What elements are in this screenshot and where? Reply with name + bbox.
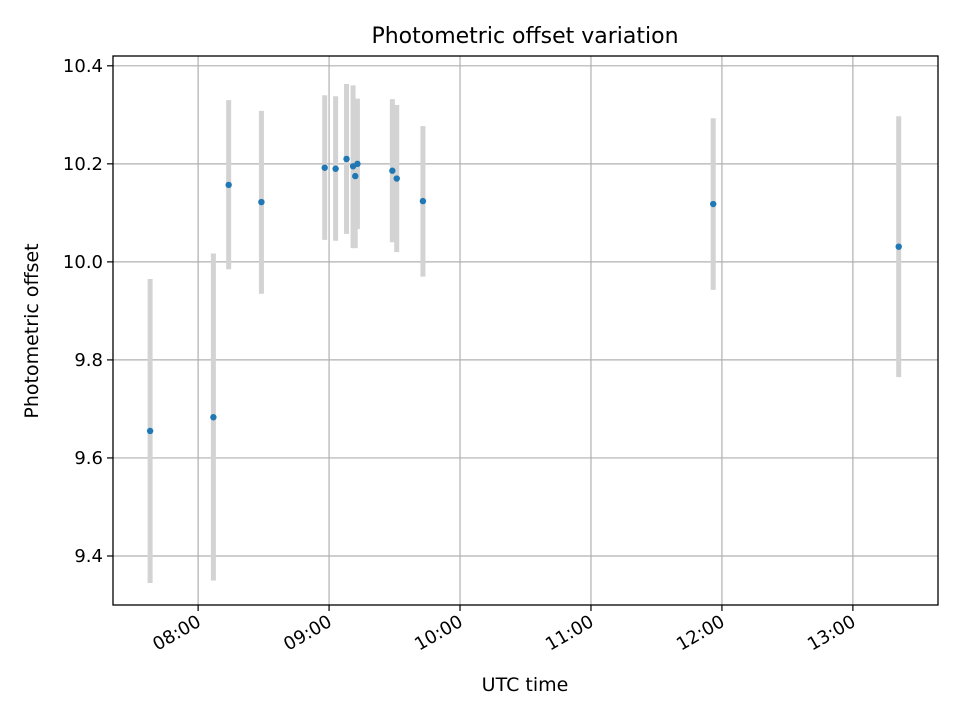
data-point — [146, 427, 154, 435]
y-axis-ticks: 9.4 9.6 9.8 10.0 10.2 10.4 — [63, 56, 113, 567]
data-point — [343, 155, 350, 163]
y-axis-label: Photometric offset — [21, 243, 43, 418]
data-point — [709, 200, 717, 208]
plot-frame — [112, 55, 939, 606]
grid-lines — [113, 56, 938, 605]
x-axis-label: UTC time — [482, 674, 569, 696]
data-point — [895, 243, 902, 250]
y-tick-label: 10.0 — [63, 252, 103, 273]
data-point — [389, 167, 396, 174]
data-point — [225, 181, 232, 189]
data-point — [321, 164, 328, 171]
y-tick-label: 9.4 — [74, 546, 103, 567]
data-point — [332, 165, 339, 172]
data-point — [210, 414, 217, 421]
data-point — [393, 175, 400, 182]
y-tick-label: 10.4 — [63, 56, 103, 77]
chart-title: Photometric offset variation — [371, 24, 678, 49]
data-point — [352, 172, 359, 180]
data-points — [146, 155, 902, 435]
data-point — [419, 197, 427, 205]
data-point — [258, 198, 265, 206]
y-tick-label: 10.2 — [63, 154, 103, 175]
y-tick-label: 9.6 — [74, 448, 103, 469]
y-tick-label: 9.8 — [74, 350, 103, 371]
data-point — [354, 160, 361, 168]
